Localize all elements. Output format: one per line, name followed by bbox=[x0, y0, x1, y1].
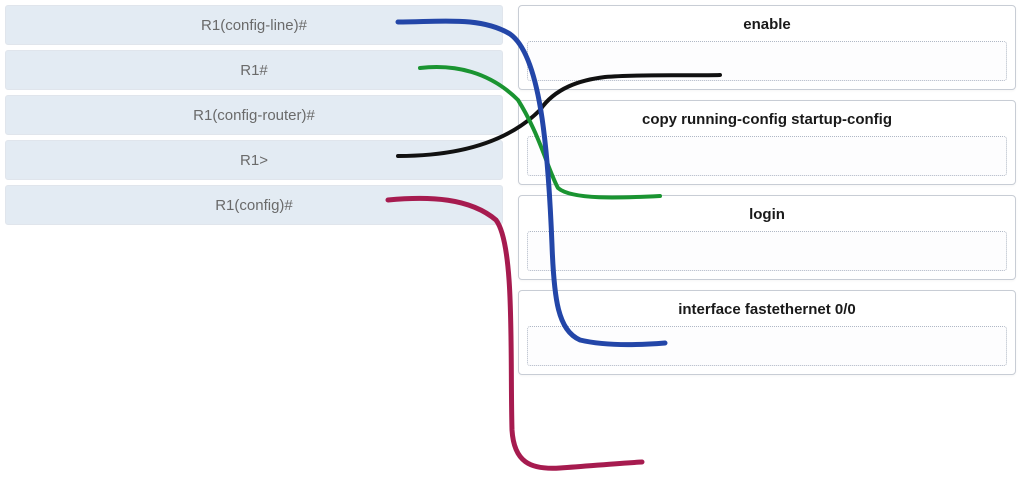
prompt-config-line[interactable]: R1(config-line)# bbox=[5, 5, 503, 45]
target-copy: copy running-config startup-config bbox=[518, 100, 1016, 185]
prompt-label: R1# bbox=[240, 62, 268, 79]
prompt-global-config[interactable]: R1(config)# bbox=[5, 185, 503, 225]
target-interface: interface fastethernet 0/0 bbox=[518, 290, 1016, 375]
target-label: copy running-config startup-config bbox=[519, 101, 1015, 136]
target-login: login bbox=[518, 195, 1016, 280]
prompt-label: R1> bbox=[240, 152, 268, 169]
prompt-priv-exec[interactable]: R1# bbox=[5, 50, 503, 90]
target-enable: enable bbox=[518, 5, 1016, 90]
prompts-column: R1(config-line)# R1# R1(config-router)# … bbox=[5, 5, 503, 230]
drop-zone-copy[interactable] bbox=[527, 136, 1007, 176]
prompt-user-exec[interactable]: R1> bbox=[5, 140, 503, 180]
target-label: login bbox=[519, 196, 1015, 231]
targets-column: enable copy running-config startup-confi… bbox=[518, 5, 1016, 385]
drop-zone-interface[interactable] bbox=[527, 326, 1007, 366]
target-label: interface fastethernet 0/0 bbox=[519, 291, 1015, 326]
prompt-label: R1(config)# bbox=[215, 197, 293, 214]
prompt-config-router[interactable]: R1(config-router)# bbox=[5, 95, 503, 135]
prompt-label: R1(config-line)# bbox=[201, 17, 307, 34]
drop-zone-login[interactable] bbox=[527, 231, 1007, 271]
matching-diagram: R1(config-line)# R1# R1(config-router)# … bbox=[0, 0, 1024, 500]
drop-zone-enable[interactable] bbox=[527, 41, 1007, 81]
target-label: enable bbox=[519, 6, 1015, 41]
prompt-label: R1(config-router)# bbox=[193, 107, 315, 124]
